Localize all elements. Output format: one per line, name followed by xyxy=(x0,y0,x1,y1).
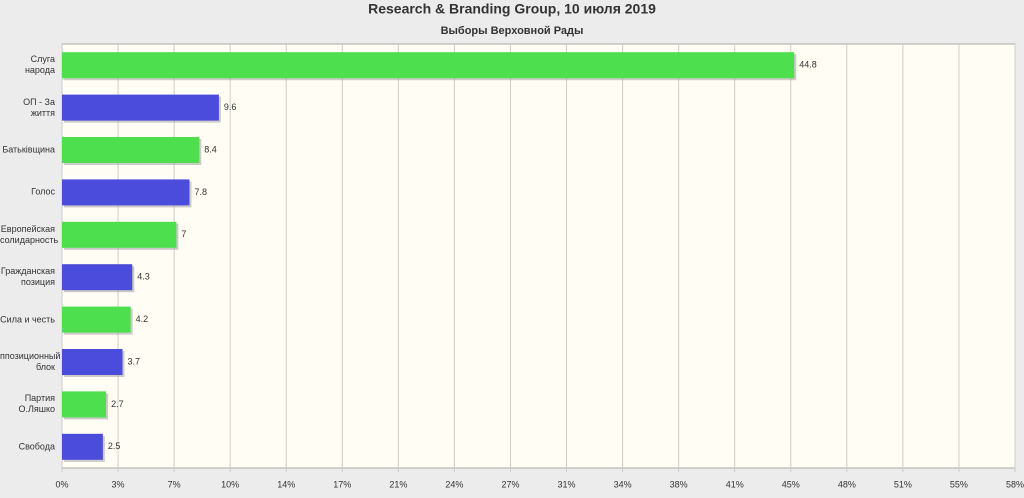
value-label: 2.7 xyxy=(111,399,124,409)
value-label: 4.3 xyxy=(137,272,150,282)
x-tick-label: 34% xyxy=(614,479,632,489)
x-tick-label: 10% xyxy=(221,479,239,489)
x-tick-label: 14% xyxy=(277,479,295,489)
value-label: 44.8 xyxy=(799,60,817,70)
x-tick-label: 41% xyxy=(726,479,744,489)
bar xyxy=(62,94,219,121)
value-label: 3.7 xyxy=(127,356,140,366)
bar xyxy=(62,52,795,79)
bar xyxy=(62,221,177,248)
value-label: 9.6 xyxy=(224,102,237,112)
value-label: 8.4 xyxy=(204,144,217,154)
category-label: Европейская солидарность xyxy=(0,223,59,245)
x-tick-label: 31% xyxy=(558,479,576,489)
category-label: ОП - За життя xyxy=(23,96,55,118)
bar xyxy=(62,391,107,418)
category-label: Гражданская позиция xyxy=(0,266,55,288)
category-label: ппозиционный блок xyxy=(0,351,61,372)
x-tick-label: 7% xyxy=(168,479,181,489)
x-tick-label: 27% xyxy=(501,479,519,489)
x-tick-label: 55% xyxy=(950,479,968,489)
bar xyxy=(62,349,123,375)
bar xyxy=(62,264,133,291)
chart-title: Research & Branding Group, 10 июля 2019 xyxy=(368,1,656,17)
category-label: Слуга народа xyxy=(24,54,55,76)
value-label: 2.5 xyxy=(108,441,121,451)
x-tick-label: 48% xyxy=(838,479,856,489)
x-tick-label: 3% xyxy=(112,479,125,489)
x-tick-label: 45% xyxy=(782,479,800,489)
category-label: Партия О.Ляшко xyxy=(18,393,55,415)
category-label: Сила и честь xyxy=(0,314,55,325)
bar xyxy=(62,179,190,206)
x-tick-label: 51% xyxy=(894,479,912,489)
x-tick-label: 58% xyxy=(1006,479,1024,489)
x-tick-label: 0% xyxy=(55,479,68,489)
x-tick-label: 24% xyxy=(445,479,463,489)
x-tick-label: 38% xyxy=(670,479,688,489)
category-label: Голос xyxy=(31,186,55,197)
value-label: 4.2 xyxy=(136,314,149,324)
value-label: 7 xyxy=(181,229,186,239)
bar xyxy=(62,306,131,333)
value-label: 7.8 xyxy=(194,187,207,197)
category-label: Батьківщина xyxy=(2,144,55,155)
category-label: Свобода xyxy=(18,441,55,452)
x-tick-label: 17% xyxy=(333,479,351,489)
bar xyxy=(62,137,200,163)
x-tick-label: 21% xyxy=(389,479,407,489)
chart-subtitle: Выборы Верховной Рады xyxy=(441,25,584,37)
bar xyxy=(62,433,103,460)
